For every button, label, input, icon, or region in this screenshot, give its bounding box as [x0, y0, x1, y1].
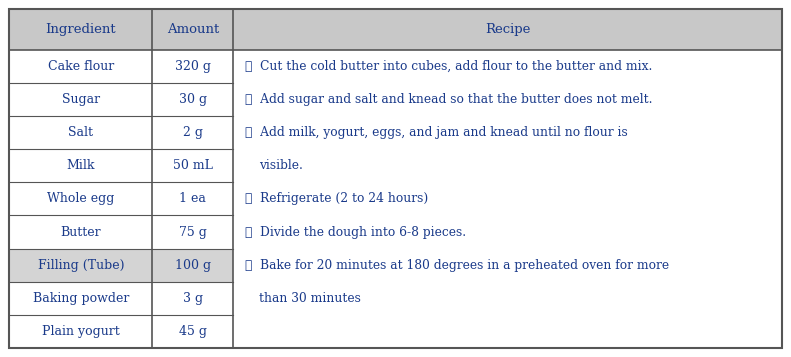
Text: 30 g: 30 g	[179, 93, 207, 106]
Text: 3 g: 3 g	[183, 292, 203, 305]
Text: 45 g: 45 g	[179, 325, 206, 338]
Text: 50 mL: 50 mL	[173, 159, 213, 172]
Text: Cake flour: Cake flour	[47, 60, 114, 73]
Text: Amount: Amount	[167, 23, 219, 36]
Text: than 30 minutes: than 30 minutes	[259, 292, 361, 305]
Text: 100 g: 100 g	[175, 259, 211, 272]
Text: ⑥  Bake for 20 minutes at 180 degrees in a preheated oven for more: ⑥ Bake for 20 minutes at 180 degrees in …	[245, 259, 669, 272]
Text: Salt: Salt	[68, 126, 93, 139]
Text: ④  Refrigerate (2 to 24 hours): ④ Refrigerate (2 to 24 hours)	[245, 192, 429, 205]
Text: Filling (Tube): Filling (Tube)	[38, 259, 124, 272]
Bar	[9, 248, 233, 282]
Bar	[9, 9, 782, 50]
Text: Recipe: Recipe	[485, 23, 530, 36]
Text: visible.: visible.	[259, 159, 304, 172]
Text: ②  Add sugar and salt and knead so that the butter does not melt.: ② Add sugar and salt and knead so that t…	[245, 93, 653, 106]
Text: Baking powder: Baking powder	[32, 292, 129, 305]
Text: 320 g: 320 g	[175, 60, 211, 73]
Text: Ingredient: Ingredient	[46, 23, 116, 36]
Text: 75 g: 75 g	[179, 226, 206, 238]
Text: Whole egg: Whole egg	[47, 192, 115, 205]
Text: Sugar: Sugar	[62, 93, 100, 106]
Text: ③  Add milk, yogurt, eggs, and jam and knead until no flour is: ③ Add milk, yogurt, eggs, and jam and kn…	[245, 126, 628, 139]
Text: 2 g: 2 g	[183, 126, 202, 139]
Text: ①  Cut the cold butter into cubes, add flour to the butter and mix.: ① Cut the cold butter into cubes, add fl…	[245, 60, 653, 73]
Text: Milk: Milk	[66, 159, 95, 172]
Text: Butter: Butter	[61, 226, 101, 238]
Text: ⑤  Divide the dough into 6-8 pieces.: ⑤ Divide the dough into 6-8 pieces.	[245, 226, 467, 238]
Text: Plain yogurt: Plain yogurt	[42, 325, 119, 338]
Text: 1 ea: 1 ea	[180, 192, 206, 205]
